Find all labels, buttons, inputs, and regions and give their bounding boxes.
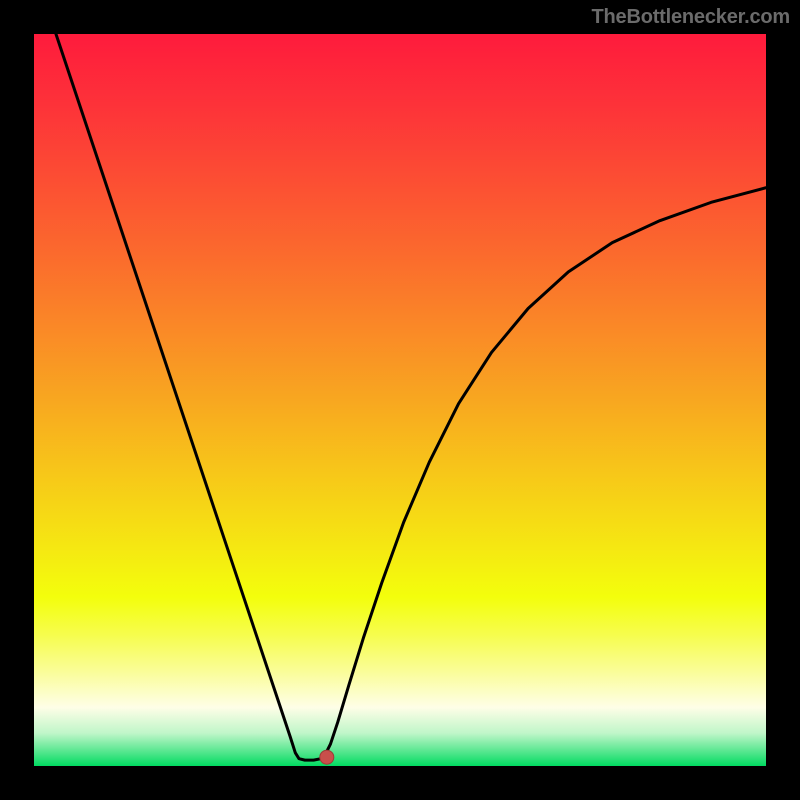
chart-frame: TheBottlenecker.com: [0, 0, 800, 800]
chart-svg: [34, 34, 766, 766]
watermark-text: TheBottlenecker.com: [592, 6, 791, 29]
plot-area: [34, 34, 766, 766]
optimal-point-marker: [320, 750, 334, 764]
gradient-background: [34, 34, 766, 766]
